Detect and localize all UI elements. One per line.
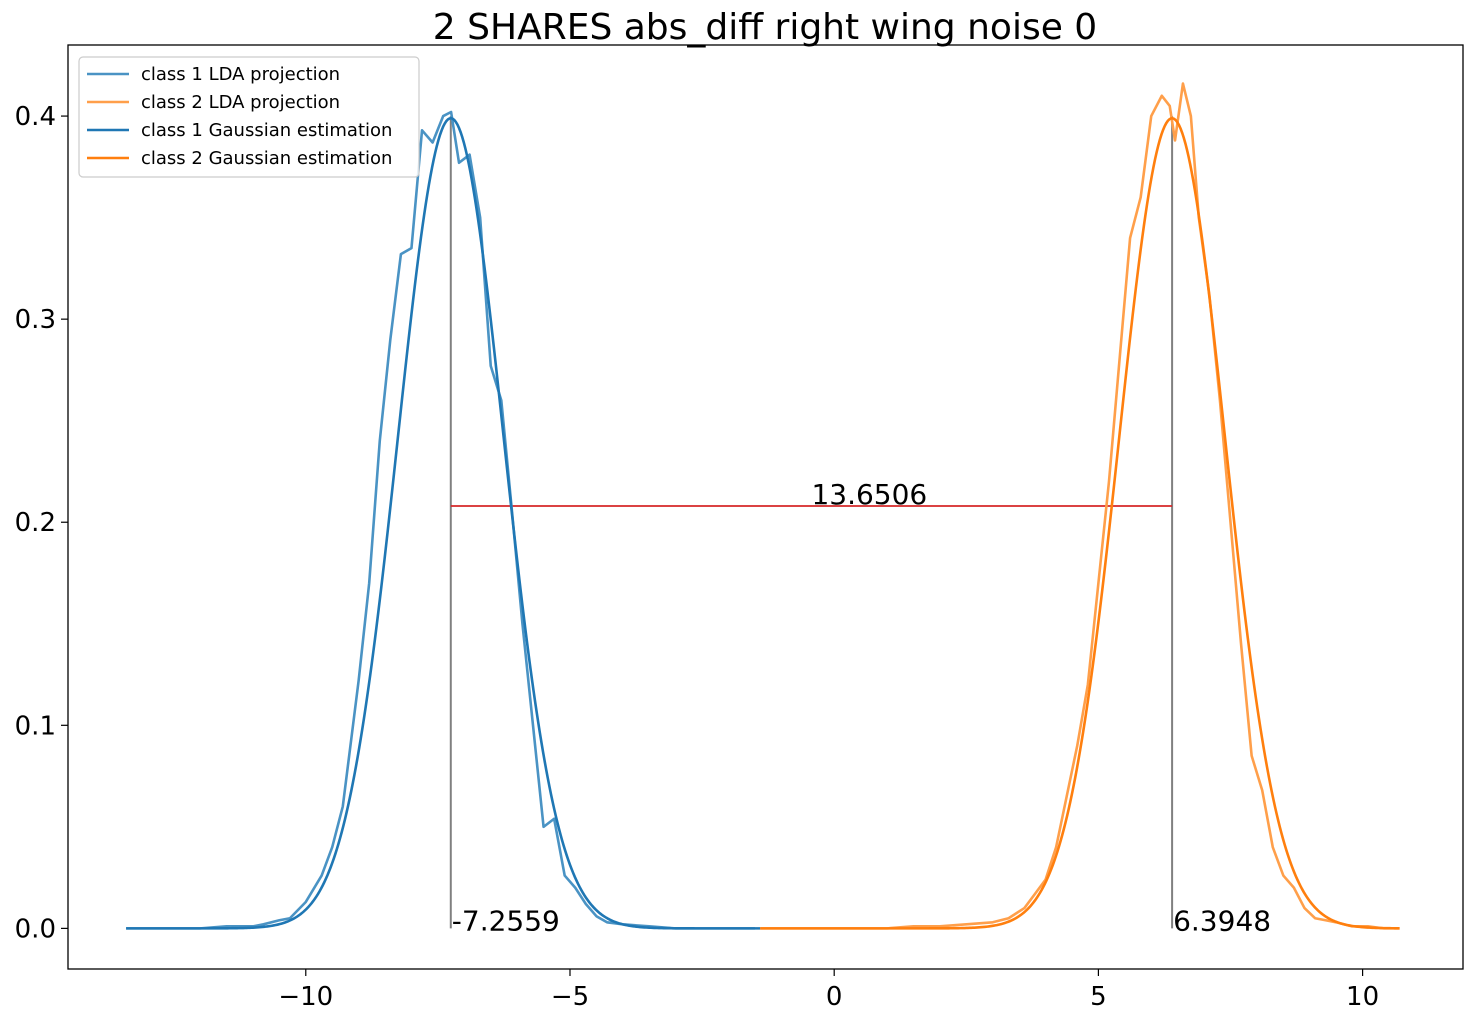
ticks: −10 −5 0 5 10 0.0 0.1 0.2 0.3 0.4 bbox=[15, 102, 1380, 1012]
series-line-class-2-gaussian bbox=[760, 116, 1400, 930]
legend-label: class 1 Gaussian estimation bbox=[141, 120, 392, 141]
series-group bbox=[126, 82, 1400, 930]
x-tick-label: −10 bbox=[278, 982, 333, 1012]
annotation-mean-class-1: -7.2559 bbox=[452, 904, 560, 937]
x-tick-label: −5 bbox=[551, 982, 589, 1012]
annotation-mean-class-2: 6.3948 bbox=[1173, 904, 1271, 937]
annotation-distance: 13.6506 bbox=[811, 478, 927, 511]
legend-box bbox=[78, 56, 420, 178]
legend: class 1 LDA projection class 2 LDA projec… bbox=[78, 56, 420, 178]
series-line-class-1-projection bbox=[126, 110, 755, 930]
legend-label: class 1 LDA projection bbox=[141, 64, 340, 85]
plot-area: -7.2559 6.3948 13.6506 bbox=[126, 82, 1400, 937]
series-line-class-2-projection bbox=[760, 82, 1400, 930]
y-tick-label: 0.1 bbox=[15, 711, 56, 741]
x-tick-label: 5 bbox=[1090, 982, 1107, 1012]
legend-label: class 2 LDA projection bbox=[141, 92, 340, 113]
legend-label: class 2 Gaussian estimation bbox=[141, 148, 392, 169]
chart-title: 2 SHARES abs_diff right wing noise 0 bbox=[433, 7, 1097, 48]
x-tick-label: 10 bbox=[1346, 982, 1379, 1012]
series-line-class-1-gaussian bbox=[126, 116, 761, 930]
y-tick-label: 0.0 bbox=[15, 914, 56, 944]
y-tick-label: 0.2 bbox=[15, 508, 56, 538]
y-tick-label: 0.3 bbox=[15, 305, 56, 335]
y-tick-label: 0.4 bbox=[15, 102, 56, 132]
x-tick-label: 0 bbox=[826, 982, 843, 1012]
axes-frame bbox=[67, 44, 1464, 970]
